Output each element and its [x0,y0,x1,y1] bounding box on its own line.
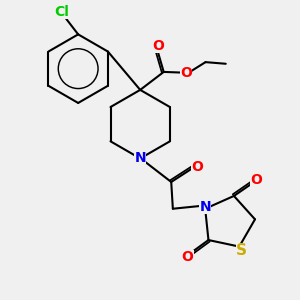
Text: O: O [250,173,262,187]
Text: S: S [236,243,247,258]
Text: O: O [182,250,194,264]
Text: O: O [152,39,164,53]
Text: N: N [134,152,146,166]
Text: Cl: Cl [54,4,69,19]
Text: N: N [200,200,211,214]
Text: O: O [180,66,192,80]
Text: O: O [191,160,203,174]
